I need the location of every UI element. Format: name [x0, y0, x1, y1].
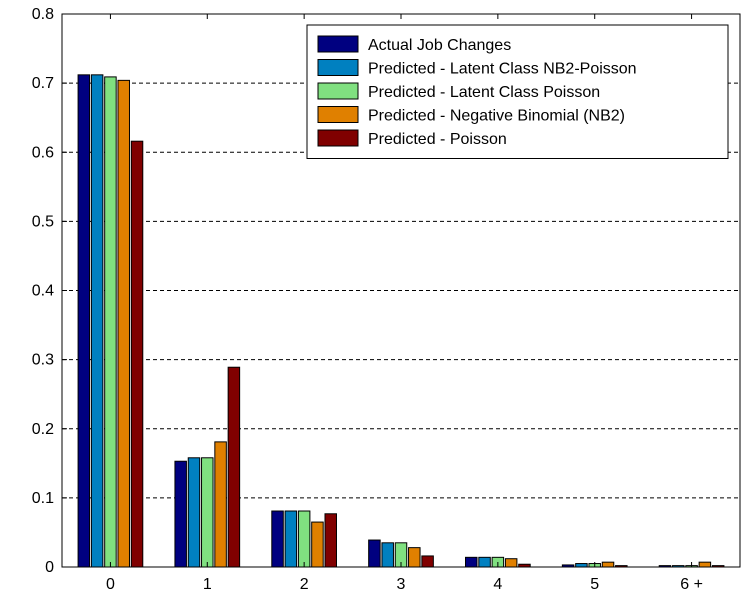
bar	[187, 457, 201, 568]
bar	[297, 510, 311, 568]
bar	[227, 366, 241, 568]
x-tick-label: 4	[493, 576, 502, 593]
bar	[408, 547, 421, 568]
bar	[311, 521, 324, 568]
x-tick-label: 2	[300, 576, 309, 593]
bar	[214, 441, 227, 568]
x-tick-label: 3	[397, 576, 406, 593]
x-tick-label: 1	[203, 576, 212, 593]
y-tick-label: 0.4	[32, 283, 54, 300]
bar	[478, 556, 491, 568]
bar	[284, 510, 298, 568]
y-tick-label: 0.1	[32, 490, 54, 507]
legend-swatch	[317, 106, 359, 123]
legend-label: Predicted - Latent Class NB2-Poisson	[368, 61, 637, 78]
bar	[324, 513, 337, 568]
axes-frame	[61, 13, 741, 568]
y-tick-label: 0	[45, 559, 54, 576]
bar	[90, 74, 104, 568]
bar	[104, 76, 117, 568]
y-tick-label: 0.8	[32, 6, 54, 23]
legend-box	[306, 24, 729, 159]
legend-swatch	[317, 59, 359, 76]
legend: Actual Job Changes Predicted - Latent Cla…	[306, 24, 729, 159]
bar	[174, 460, 187, 568]
legend-swatch	[317, 129, 359, 147]
legend-label: Actual Job Changes	[368, 37, 511, 54]
x-tick-label: 0	[106, 576, 115, 593]
bar	[421, 555, 434, 568]
bar	[117, 79, 130, 568]
legend-swatch	[317, 35, 359, 53]
legend-swatch	[317, 82, 359, 100]
bar	[271, 510, 284, 568]
bar	[575, 563, 588, 568]
legend-label: Predicted - Latent Class Poisson	[368, 84, 600, 101]
legend-label: Predicted - Poisson	[368, 131, 507, 148]
y-tick-label: 0.2	[32, 421, 54, 438]
bar	[698, 561, 712, 568]
x-tick-label: 6 +	[680, 576, 703, 593]
legend-label: Predicted - Negative Binomial (NB2)	[368, 108, 625, 125]
bar	[201, 457, 214, 568]
y-tick-label: 0.6	[32, 144, 54, 161]
y-tick-label: 0.3	[32, 352, 54, 369]
bar	[504, 558, 518, 568]
x-tick-label: 5	[590, 576, 599, 593]
bar	[381, 542, 394, 568]
y-tick-label: 0.5	[32, 213, 54, 230]
bar	[77, 74, 91, 568]
axes: 0 0.1 0.2 0.3 0.4 0.5 0.6 0.7 0.8 0 1 2 3 4 5 6 +	[32, 6, 741, 593]
bar	[130, 140, 144, 568]
bar	[601, 561, 615, 568]
y-tick-label: 0.7	[32, 75, 54, 92]
bar	[368, 539, 381, 568]
bar	[465, 556, 478, 568]
